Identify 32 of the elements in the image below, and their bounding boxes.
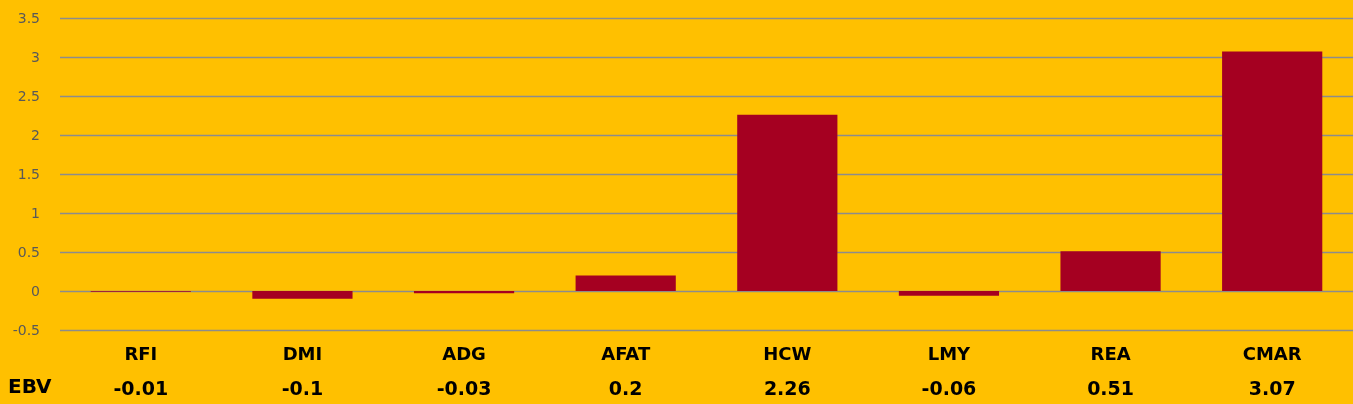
data-label: -0.01 — [113, 377, 169, 399]
y-tick-label: 0 — [31, 283, 40, 299]
text: EBV — [8, 374, 53, 398]
y-tick-label: 1 — [31, 205, 40, 221]
bar — [737, 114, 838, 291]
x-tick-label: DMI — [282, 342, 323, 364]
x-tick-label: REA — [1090, 342, 1131, 364]
bar — [898, 291, 1000, 296]
data-label: 3.07 — [1248, 377, 1296, 399]
x-tick-label: HCW — [763, 342, 812, 364]
y-tick-label: 2 — [31, 127, 40, 143]
bar — [575, 275, 676, 291]
y-tick-label: 2.5 — [17, 88, 40, 104]
data-label: -0.1 — [281, 377, 324, 399]
data-label: -0.03 — [436, 377, 492, 399]
x-tick-label: CMAR — [1242, 342, 1302, 364]
x-tick-label: LMY — [927, 342, 972, 364]
data-label: 0.2 — [608, 377, 643, 399]
x-tick-label: RFI — [124, 342, 158, 364]
data-label: -0.06 — [921, 377, 977, 399]
bar — [252, 291, 353, 299]
data-label: 0.51 — [1087, 377, 1135, 399]
y-tick-label: -0.5 — [12, 322, 40, 338]
data-label: 2.26 — [763, 377, 811, 399]
y-tick-label: 3.5 — [17, 10, 40, 26]
y-tick-label: 1.5 — [17, 166, 40, 182]
x-tick-label: AFAT — [601, 342, 651, 364]
y-tick-label: 0.5 — [17, 244, 40, 260]
x-tick-label: ADG — [442, 342, 486, 364]
bar — [1060, 251, 1161, 291]
y-tick-label: 3 — [31, 49, 40, 65]
bar — [1222, 51, 1323, 291]
